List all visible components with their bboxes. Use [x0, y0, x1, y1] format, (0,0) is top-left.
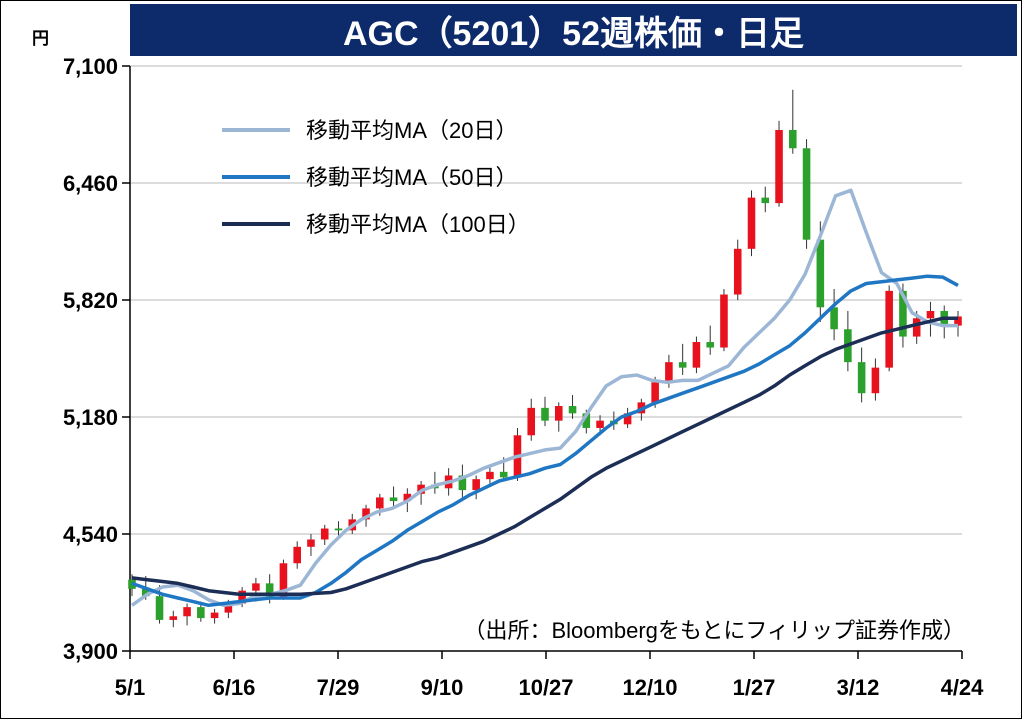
candle-body: [224, 603, 233, 613]
x-tick-label: 6/16: [213, 675, 256, 700]
candle-body: [678, 362, 687, 368]
candle-body: [761, 197, 770, 204]
source-note: （出所：Bloombergをもとにフィリップ証券作成）: [463, 618, 965, 643]
candle-body: [252, 583, 260, 591]
x-tick-label: 5/1: [115, 675, 146, 700]
y-tick-label: 5,180: [63, 405, 118, 430]
candle-body: [293, 546, 301, 564]
candle-body: [596, 420, 604, 428]
x-tick-label: 9/10: [421, 675, 464, 700]
candle-body: [169, 616, 178, 620]
candle-body: [857, 362, 866, 394]
x-tick-label: 12/10: [622, 675, 677, 700]
candle-body: [486, 471, 494, 480]
moving-averages: [130, 188, 959, 608]
candle-body: [279, 563, 288, 598]
legend: 移動平均MA（20日） 移動平均MA（50日） 移動平均MA（100日）: [222, 118, 530, 237]
candle-body: [334, 528, 343, 531]
candle-body: [816, 239, 825, 308]
candle-body: [183, 607, 191, 617]
candle-body: [499, 471, 508, 478]
candle-body: [458, 475, 467, 491]
legend-label: 移動平均MA（50日）: [306, 165, 517, 190]
candle-body: [376, 497, 384, 509]
candle-body: [926, 310, 935, 319]
x-tick-label: 3/12: [837, 675, 880, 700]
candle-body: [472, 479, 480, 491]
candle-body: [665, 362, 673, 383]
y-tick-label: 4,540: [63, 522, 118, 547]
candle-body: [389, 497, 398, 502]
y-tick-label: 5,820: [63, 288, 118, 313]
candle-body: [830, 307, 838, 330]
candle-body: [775, 129, 783, 204]
y-tick-label: 3,900: [63, 639, 118, 664]
candle-body: [568, 406, 577, 414]
ma-line-2: [131, 316, 958, 597]
candle-body: [706, 342, 714, 348]
candle-body: [582, 413, 591, 428]
candle-body: [692, 342, 701, 368]
candle-body: [141, 588, 150, 597]
candle-body: [789, 129, 797, 149]
grid-lines: [130, 65, 962, 535]
candle-body: [155, 596, 164, 620]
candle-body: [802, 148, 811, 240]
candle-body: [527, 407, 536, 436]
chart-title: AGC（5201）52週株価・日足: [130, 4, 1017, 56]
candle-body: [954, 316, 962, 326]
candle-body: [899, 290, 907, 337]
candle-body: [871, 367, 880, 394]
candle-body: [554, 406, 563, 421]
x-tick-label: 10/27: [518, 675, 573, 700]
candle-body: [623, 413, 632, 425]
candle-body: [320, 528, 329, 540]
candle-body: [541, 407, 549, 421]
axes: 3,900 4,540 5,180 5,820 6,460 7,100 5/1 6/16 7/2…: [63, 54, 984, 700]
candle-body: [210, 612, 219, 619]
candle-body: [197, 607, 205, 619]
x-tick-label: 7/29: [317, 675, 360, 700]
legend-label: 移動平均MA（100日）: [306, 212, 530, 237]
x-tick-label: 4/24: [941, 675, 985, 700]
candle-body: [265, 583, 274, 598]
candle-body: [720, 294, 728, 348]
candle-body: [362, 508, 370, 520]
ma-line-1: [131, 274, 959, 608]
x-tick-label: 1/27: [733, 675, 776, 700]
y-tick-label: 7,100: [63, 54, 118, 79]
candle-body: [733, 248, 742, 295]
y-axis-unit: 円: [32, 29, 49, 48]
candle-body: [912, 318, 921, 337]
candle-body: [651, 382, 659, 403]
candle-body: [403, 493, 412, 502]
candle-body: [747, 197, 756, 249]
legend-label: 移動平均MA（20日）: [306, 118, 517, 143]
y-tick-label: 6,460: [63, 171, 118, 196]
candle-body: [885, 290, 893, 368]
candle-body: [307, 539, 315, 547]
candlesticks: [128, 89, 962, 628]
candle-body: [238, 590, 246, 604]
